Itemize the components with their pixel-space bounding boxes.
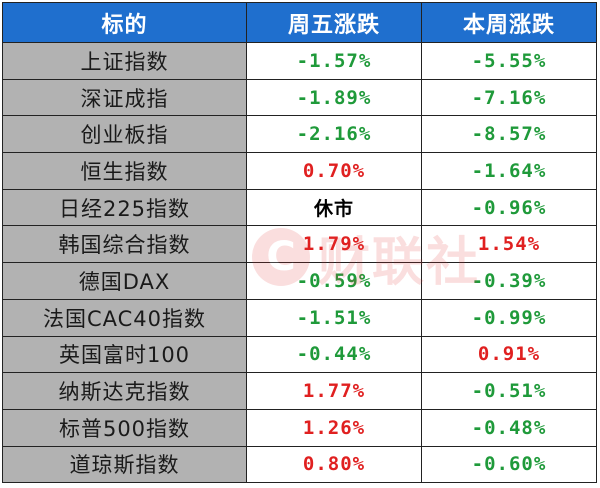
week-change: -0.99%: [421, 298, 597, 337]
week-change: -1.64%: [421, 152, 597, 190]
week-change: 0.91%: [421, 335, 597, 374]
table-row: 德国DAX -0.59% -0.39%: [2, 262, 597, 300]
index-name: 深证成指: [2, 78, 247, 117]
friday-change: 1.77%: [246, 372, 422, 410]
friday-change: -1.57%: [246, 42, 422, 80]
index-name: 纳斯达克指数: [2, 372, 247, 410]
week-change: -8.57%: [421, 115, 597, 154]
friday-change: 休市: [246, 188, 422, 227]
week-change: -0.51%: [421, 372, 597, 410]
week-change: -0.96%: [421, 188, 597, 227]
friday-change: -2.16%: [246, 115, 422, 154]
week-change: 1.54%: [421, 225, 597, 264]
index-name: 韩国综合指数: [2, 225, 247, 264]
index-name: 德国DAX: [2, 262, 247, 300]
header-friday-change: 周五涨跌: [246, 2, 422, 43]
index-name: 英国富时100: [2, 335, 247, 374]
table-row: 恒生指数 0.70% -1.64%: [2, 152, 597, 190]
header-week-change: 本周涨跌: [421, 2, 597, 43]
index-name: 日经225指数: [2, 188, 247, 227]
week-change: -0.60%: [421, 445, 597, 484]
table-row: 标普500指数 1.26% -0.48%: [2, 408, 597, 447]
friday-change: 0.80%: [246, 445, 422, 484]
table-row: 深证成指 -1.89% -7.16%: [2, 78, 597, 117]
friday-change: 0.70%: [246, 152, 422, 190]
index-name: 道琼斯指数: [2, 445, 247, 484]
table-row: 英国富时100 -0.44% 0.91%: [2, 335, 597, 374]
index-name: 上证指数: [2, 42, 247, 80]
week-change: -0.39%: [421, 262, 597, 300]
index-performance-table: 标的 周五涨跌 本周涨跌 上证指数 -1.57% -5.55% 深证成指 -1.…: [2, 2, 597, 484]
index-name: 标普500指数: [2, 408, 247, 447]
table-row: 日经225指数 休市 -0.96%: [2, 188, 597, 227]
friday-change: -0.44%: [246, 335, 422, 374]
table-row: 纳斯达克指数 1.77% -0.51%: [2, 372, 597, 410]
friday-change: 1.26%: [246, 408, 422, 447]
index-name: 法国CAC40指数: [2, 298, 247, 337]
friday-change: 1.79%: [246, 225, 422, 264]
week-change: -7.16%: [421, 78, 597, 117]
friday-change: -1.89%: [246, 78, 422, 117]
index-name: 创业板指: [2, 115, 247, 154]
friday-change: -0.59%: [246, 262, 422, 300]
table-row: 韩国综合指数 1.79% 1.54%: [2, 225, 597, 264]
table-header-row: 标的 周五涨跌 本周涨跌: [2, 2, 597, 43]
table-row: 上证指数 -1.57% -5.55%: [2, 42, 597, 80]
index-name: 恒生指数: [2, 152, 247, 190]
header-name: 标的: [2, 2, 247, 43]
week-change: -5.55%: [421, 42, 597, 80]
table-row: 创业板指 -2.16% -8.57%: [2, 115, 597, 154]
table-row: 法国CAC40指数 -1.51% -0.99%: [2, 298, 597, 337]
table-row: 道琼斯指数 0.80% -0.60%: [2, 445, 597, 484]
friday-change: -1.51%: [246, 298, 422, 337]
week-change: -0.48%: [421, 408, 597, 447]
